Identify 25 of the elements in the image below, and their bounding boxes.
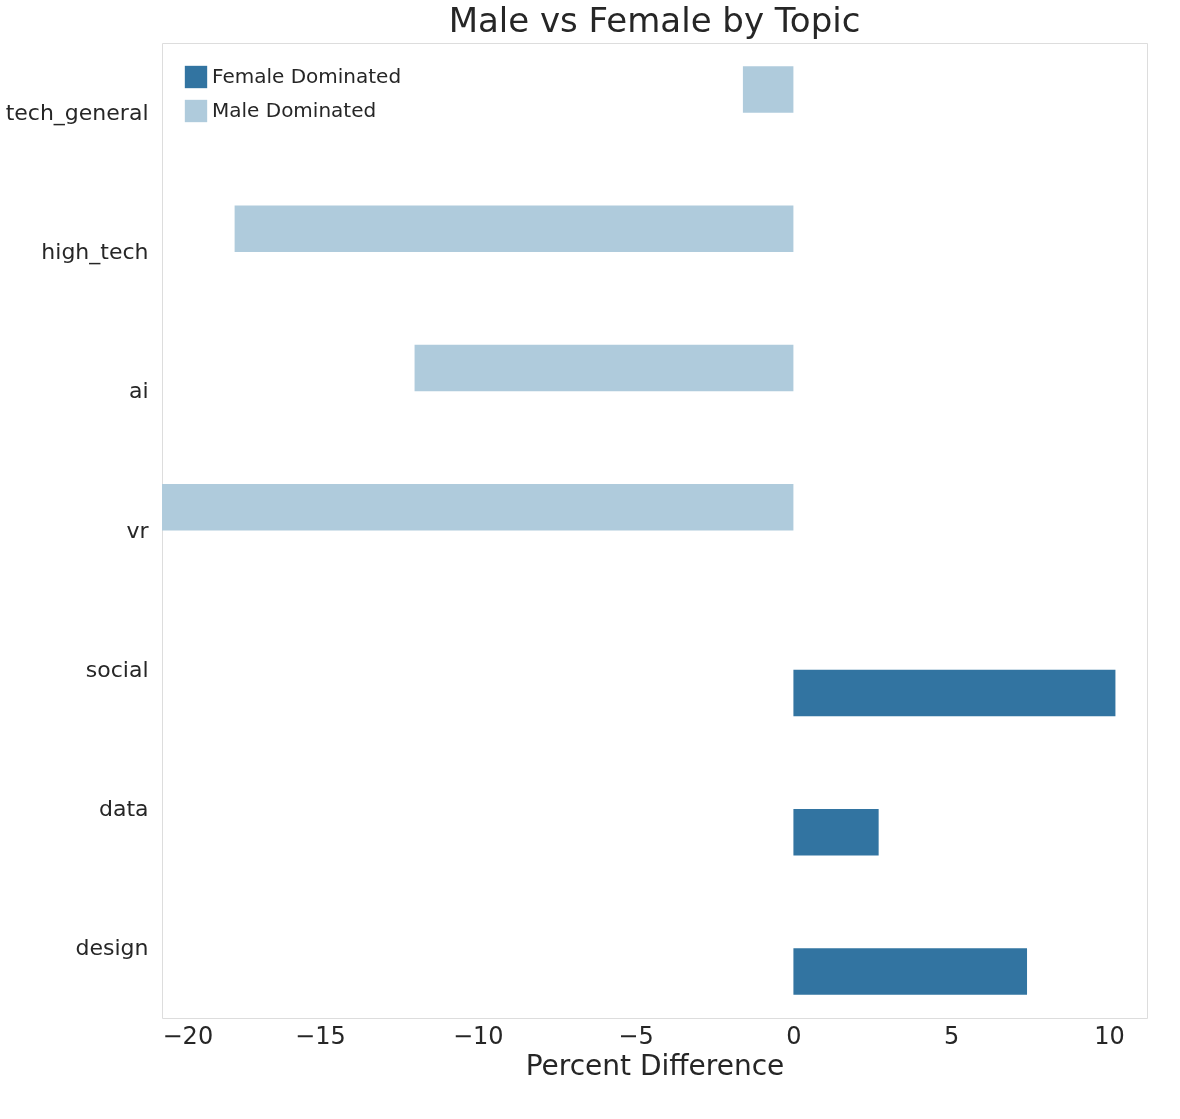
legend-label: Female Dominated xyxy=(212,64,402,88)
x-tick-label: 5 xyxy=(944,1021,960,1050)
bar xyxy=(414,344,794,392)
bar xyxy=(793,809,879,856)
x-axis-title: Percent Difference xyxy=(525,1048,785,1082)
y-tick-label: ai xyxy=(128,378,149,404)
y-tick-label: tech_general xyxy=(5,99,149,126)
y-tick-label: data xyxy=(98,796,149,822)
x-tick-label: 10 xyxy=(1094,1021,1125,1050)
x-tick-label: −20 xyxy=(162,1021,214,1050)
bar xyxy=(793,669,1116,717)
x-tick-label: 0 xyxy=(786,1021,802,1050)
y-tick-label: social xyxy=(85,656,149,682)
bar xyxy=(234,205,794,252)
bar xyxy=(162,484,794,531)
bar xyxy=(742,66,794,113)
y-tick-label: vr xyxy=(126,517,150,543)
y-tick-label: high_tech xyxy=(41,238,149,265)
x-tick-label: −15 xyxy=(295,1021,346,1050)
x-tick-label: −5 xyxy=(618,1021,654,1050)
legend-label: Male Dominated xyxy=(212,98,377,122)
y-tick-label: design xyxy=(75,935,149,961)
bar xyxy=(793,948,1028,995)
chart-title: Male vs Female by Topic xyxy=(448,0,861,40)
x-tick-label: −10 xyxy=(452,1021,504,1050)
